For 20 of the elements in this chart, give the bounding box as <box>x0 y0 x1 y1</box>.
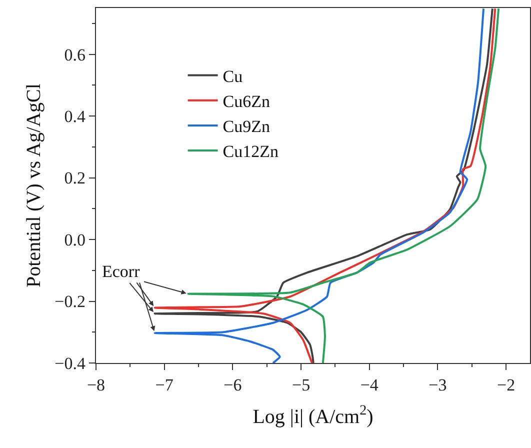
x-axis-title: Log |i| (A/cm$^{2}$) <box>252 404 374 428</box>
x-tick-label: −5 <box>292 376 310 394</box>
y-tick-label: −0.2 <box>54 292 86 312</box>
x-tick-label: −6 <box>224 376 242 394</box>
x-tick-label: −8 <box>86 376 106 394</box>
y-tick-label: 0.0 <box>64 230 86 250</box>
legend-label: Cu6Zn <box>222 92 271 111</box>
y-tick-label: 0.6 <box>64 45 86 64</box>
x-tick-label: −3 <box>428 376 447 394</box>
legend-label: Cu12Zn <box>222 142 280 162</box>
legend-label: Cu <box>222 66 244 86</box>
y-tick-label: 0.4 <box>64 106 86 126</box>
y-axis-title: Potential (V) vs Ag/AgCl <box>23 83 46 288</box>
x-tick-label: −4 <box>360 376 379 394</box>
x-tick-label: −7 <box>155 376 174 394</box>
y-tick-label: −0.4 <box>54 354 86 373</box>
annotation: Ecorr <box>102 262 140 281</box>
y-tick-label: 0.2 <box>64 168 86 188</box>
x-tick-label: −2 <box>497 376 516 394</box>
legend-label: Cu9Zn <box>222 117 271 136</box>
